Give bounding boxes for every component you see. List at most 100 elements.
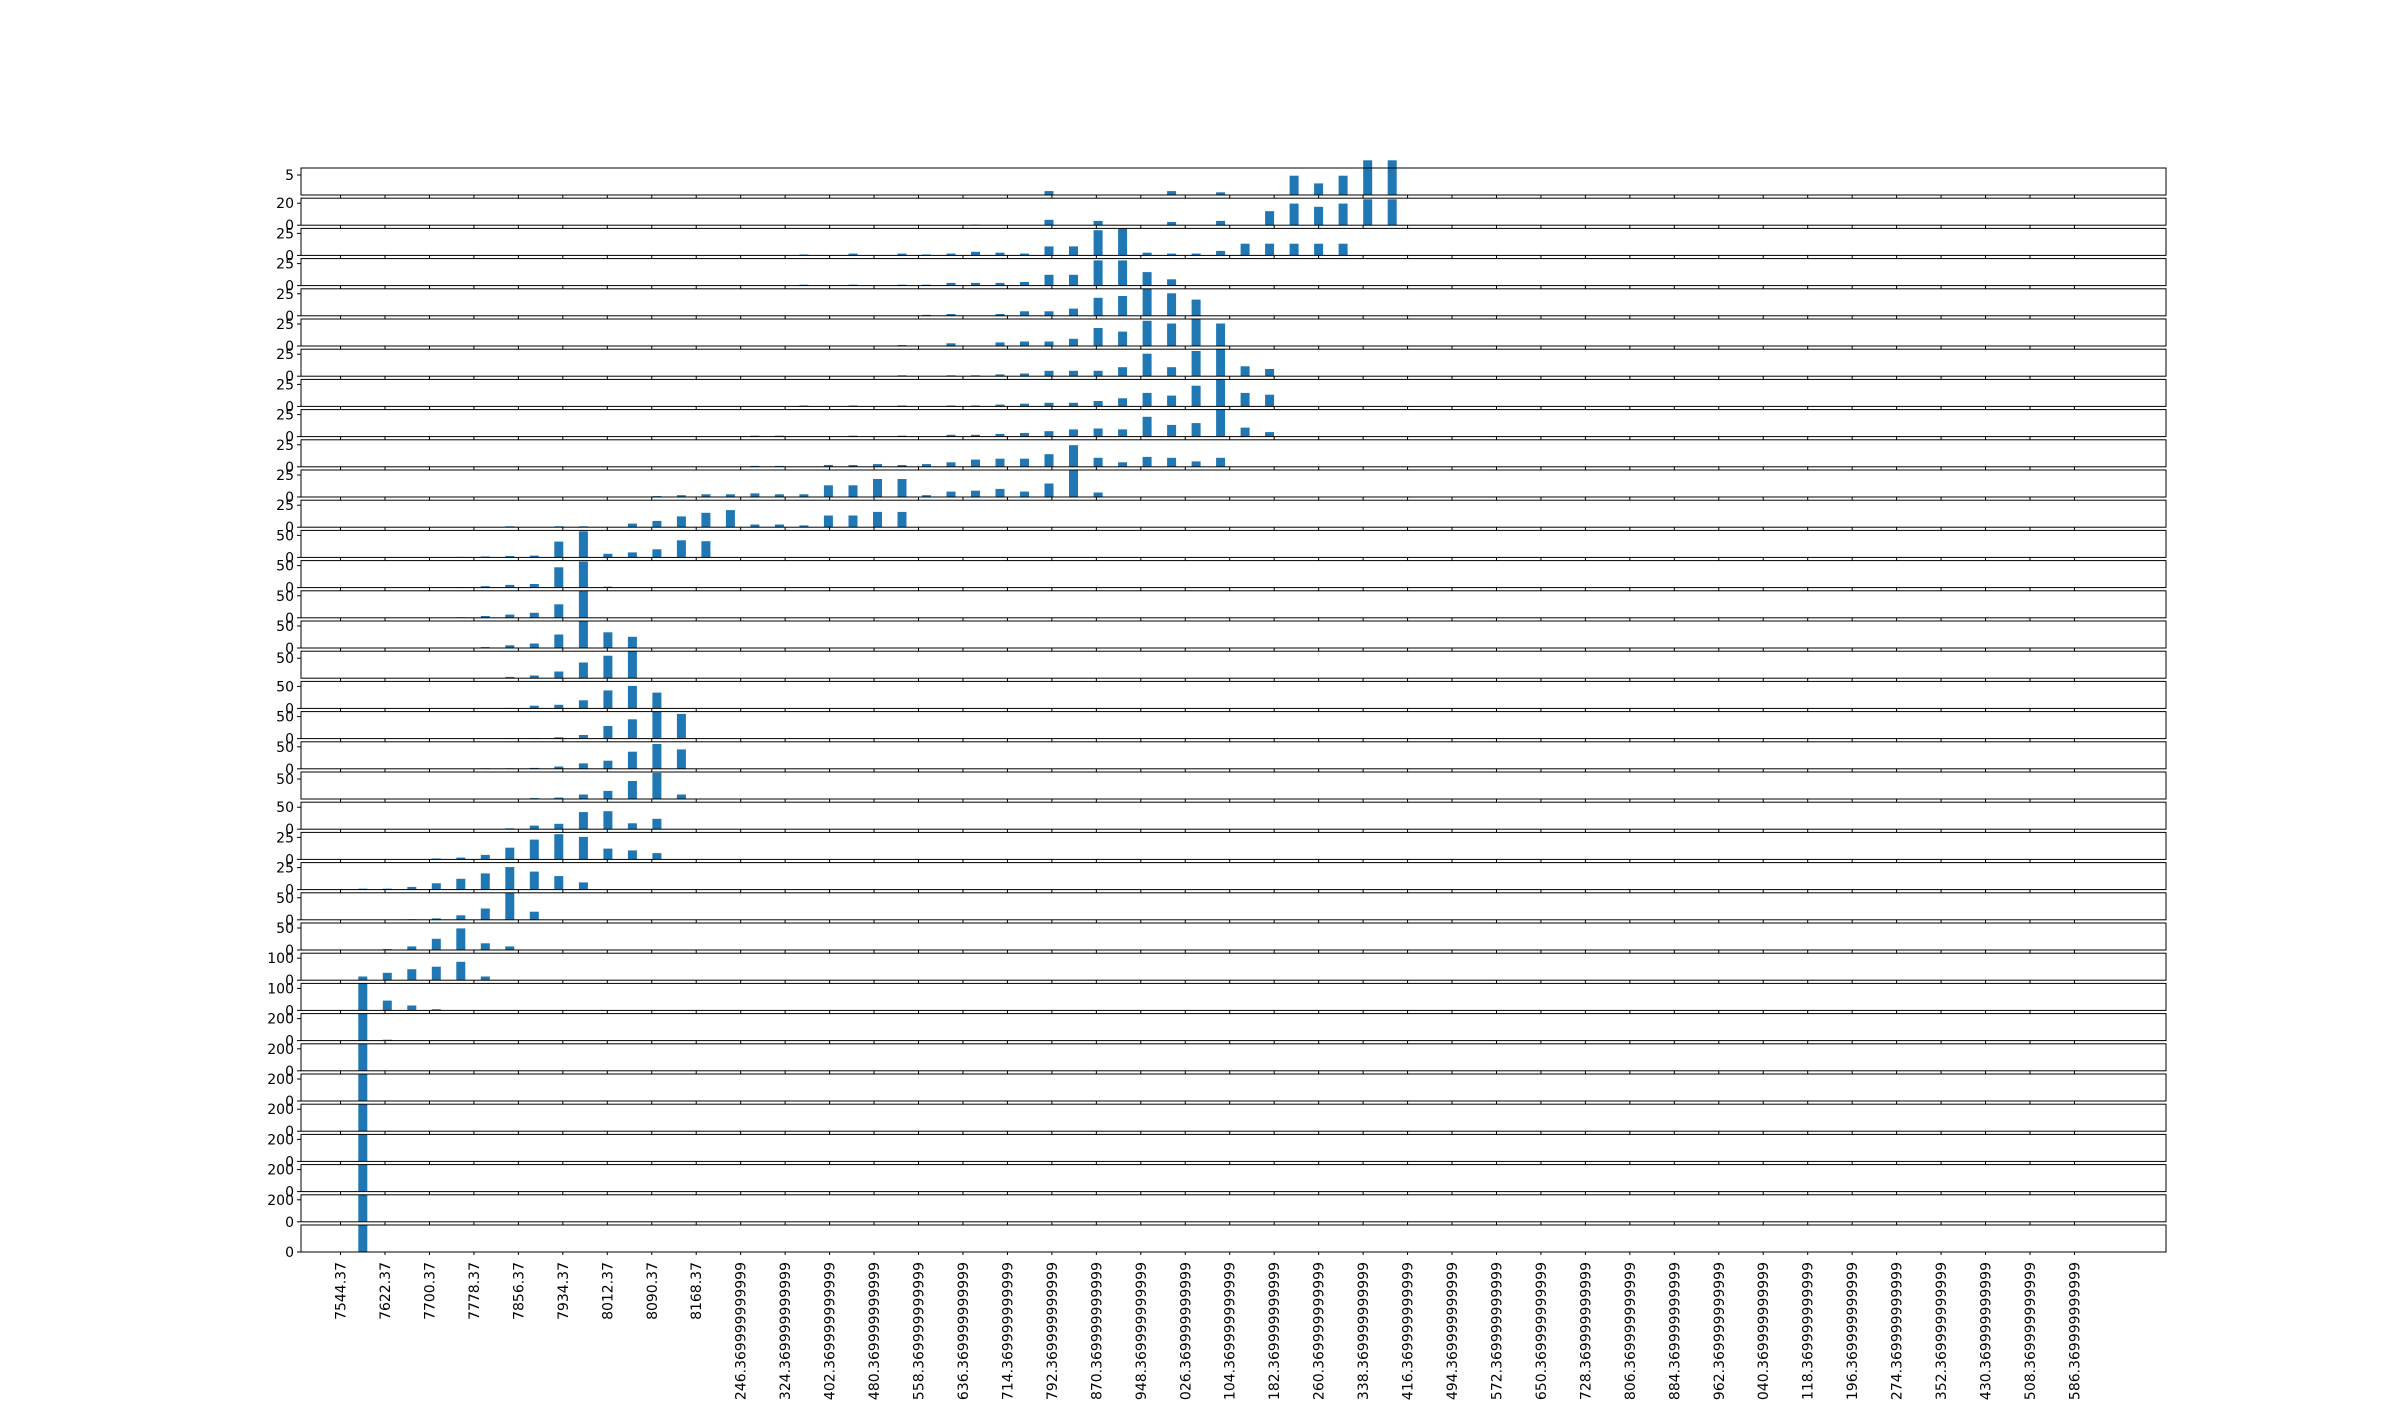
bar [1142, 288, 1152, 316]
bar [946, 314, 956, 316]
y-tick-label: 0 [285, 550, 294, 566]
bar [946, 282, 956, 286]
bar [578, 662, 588, 679]
subplot-frame [300, 650, 2167, 679]
bar [1289, 203, 1299, 226]
x-tick-label: 7856.37 [511, 1262, 527, 1320]
y-tick-label: 25 [276, 317, 294, 333]
bar [1167, 395, 1177, 407]
subplot-15: 500 [276, 589, 2167, 627]
bar [627, 719, 637, 739]
bar [1142, 392, 1152, 407]
y-tick-label: 0 [285, 913, 294, 929]
bar [1069, 274, 1078, 286]
bar [1093, 230, 1103, 256]
bar [1020, 403, 1029, 407]
y-tick-label: 0 [285, 1094, 294, 1110]
bar [1216, 409, 1226, 437]
bar [456, 928, 466, 950]
bar [529, 643, 539, 648]
subplot-4: 250 [276, 257, 2167, 295]
subplot-frame [300, 892, 2167, 921]
bar [358, 1043, 368, 1071]
bar [529, 584, 539, 588]
bar [480, 943, 490, 951]
x-axis: 7544.37 7622.37 7700.37 7778.37 7856.37 7934.… [334, 1262, 2084, 1404]
bar [578, 735, 588, 739]
bar [1020, 341, 1029, 346]
bar [799, 494, 809, 497]
bar [1118, 296, 1128, 316]
bar [627, 781, 637, 799]
y-tick-label: 0 [285, 641, 294, 657]
y-tick-label: 200 [267, 1012, 294, 1028]
bar [1069, 308, 1078, 316]
y-tick-label: 0 [285, 732, 294, 748]
subplot-19: 500 [276, 710, 2167, 748]
x-tick-label: 10118.369999999999 [1801, 1262, 1817, 1400]
y-tick-label: 0 [285, 1003, 294, 1019]
subplot-frame [300, 439, 2167, 468]
bar [848, 253, 858, 256]
bar [823, 465, 833, 467]
y-tick-label: 50 [276, 921, 294, 937]
bar [456, 915, 466, 920]
bar [1093, 492, 1103, 497]
bar [774, 494, 784, 497]
bar [1118, 429, 1128, 437]
y-tick-label: 200 [267, 1072, 294, 1088]
bar [1020, 491, 1029, 497]
bar [578, 794, 588, 799]
bar [554, 766, 564, 769]
bar [676, 749, 686, 769]
bar [529, 911, 539, 920]
bar [1216, 379, 1226, 407]
subplot-frame [300, 167, 2167, 196]
bar [701, 512, 711, 528]
bar [922, 495, 931, 497]
subplot-7: 250 [276, 347, 2167, 385]
bar [554, 567, 564, 588]
bar [480, 586, 490, 588]
x-tick-label: 9806.369999999999 [1623, 1262, 1639, 1400]
subplot-frame [300, 952, 2167, 981]
bar [1314, 183, 1324, 195]
y-tick-label: 0 [285, 430, 294, 446]
x-tick-label: 9182.369999999999 [1267, 1262, 1283, 1400]
bar [946, 343, 956, 346]
bar [1069, 429, 1078, 437]
x-tick-label: 7700.37 [422, 1262, 438, 1320]
subplot-frame [300, 590, 2167, 619]
bar [652, 549, 662, 558]
y-tick-label: 0 [285, 973, 294, 989]
bar [1118, 398, 1128, 407]
subplot-frame [300, 1013, 2167, 1042]
y-tick-label: 50 [276, 710, 294, 726]
y-tick-label: 25 [276, 861, 294, 877]
bar [995, 433, 1005, 437]
bar [505, 676, 515, 679]
bar [848, 485, 858, 497]
bar [603, 553, 613, 558]
x-tick-label: 8246.369999999999 [734, 1262, 750, 1400]
bar [480, 976, 490, 981]
bar [456, 857, 466, 860]
bar [627, 823, 637, 830]
subplot-5: 250 [276, 287, 2167, 325]
bar [578, 590, 588, 618]
bar [529, 825, 539, 830]
bar [971, 459, 980, 467]
bar [701, 541, 711, 558]
x-tick-label: 9494.369999999999 [1445, 1262, 1461, 1400]
bar [1240, 243, 1250, 256]
subplot-frame [300, 680, 2167, 709]
bar [1118, 367, 1128, 377]
subplot-frame [300, 318, 2167, 347]
bar [946, 253, 956, 256]
y-tick-label: 5 [285, 168, 294, 184]
subplot-frame [300, 862, 2167, 891]
bar [456, 961, 466, 981]
